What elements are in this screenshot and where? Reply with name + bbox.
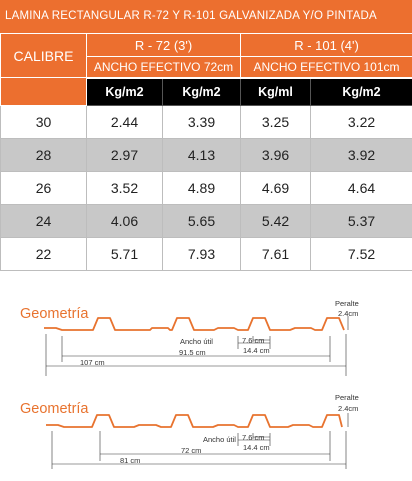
ancho-header-r72: ANCHO EFECTIVO 72cm <box>85 56 242 78</box>
value-cell: 4.69 <box>240 171 312 205</box>
unit-header: Kg/m2 <box>86 76 163 106</box>
dimension-total: 107 cm <box>80 358 105 367</box>
calibre-cell: 30 <box>0 105 87 139</box>
dimension-small-1: 7.6 cm <box>242 336 265 345</box>
dimension-mid: 91.5 cm <box>179 348 206 357</box>
value-cell: 3.22 <box>310 105 412 139</box>
peralte-value: 2.4cm <box>338 309 359 318</box>
geometry-diagram-r101: Geometría Peralte 2.4cm Ancho útil 7.6 c… <box>0 296 412 376</box>
calibre-cell: 24 <box>0 204 87 238</box>
value-cell: 5.37 <box>310 204 412 238</box>
value-cell: 7.52 <box>310 237 412 271</box>
value-cell: 5.65 <box>161 204 242 238</box>
value-cell: 3.52 <box>86 171 163 205</box>
spec-table: CALIBRE R - 72 (3') R - 101 (4') ANCHO E… <box>0 33 412 271</box>
table-row: 24 4.06 5.65 5.42 5.37 <box>0 204 412 238</box>
unit-header: Kg/m2 <box>161 76 242 106</box>
sheet-profile-drawing <box>46 413 349 469</box>
dimension-small-1: 7.6 cm <box>242 433 265 442</box>
value-cell: 3.92 <box>310 138 412 172</box>
value-cell: 7.61 <box>240 237 312 271</box>
value-cell: 2.97 <box>86 138 163 172</box>
dimension-small-2: 14.4 cm <box>243 443 270 452</box>
geometry-title: Geometría <box>20 306 89 322</box>
page-title: LAMINA RECTANGULAR R-72 Y R-101 GALVANIZ… <box>0 0 412 33</box>
value-cell: 4.13 <box>161 138 242 172</box>
peralte-label: Peralte <box>335 393 359 402</box>
value-cell: 4.06 <box>86 204 163 238</box>
value-cell: 2.44 <box>86 105 163 139</box>
ancho-util-label: Ancho útil <box>203 435 236 444</box>
value-cell: 4.64 <box>310 171 412 205</box>
table-row: 28 2.97 4.13 3.96 3.92 <box>0 138 412 172</box>
value-cell: 3.25 <box>240 105 312 139</box>
geometry-diagram-r72: Geometría Peralte 2.4cm Ancho útil 7.6 c… <box>0 391 412 471</box>
dimension-mid: 72 cm <box>181 446 202 455</box>
group-header-r72: R - 72 (3') <box>85 33 242 57</box>
calibre-cell: 28 <box>0 138 87 172</box>
value-cell: 5.71 <box>86 237 163 271</box>
table-row: 22 5.71 7.93 7.61 7.52 <box>0 237 412 271</box>
ancho-header-r101: ANCHO EFECTIVO 101cm <box>240 56 412 78</box>
value-cell: 7.93 <box>161 237 242 271</box>
peralte-value: 2.4cm <box>338 404 359 413</box>
value-cell: 4.89 <box>161 171 242 205</box>
unit-header-blank <box>0 77 87 106</box>
dimension-total: 81 cm <box>120 456 141 465</box>
value-cell: 3.96 <box>240 138 312 172</box>
dimension-small-2: 14.4 cm <box>243 346 270 355</box>
table-row: 30 2.44 3.39 3.25 3.22 <box>0 105 412 139</box>
geometry-title: Geometría <box>20 401 89 417</box>
table-row: 26 3.52 4.89 4.69 4.64 <box>0 171 412 205</box>
sheet-profile-drawing <box>44 316 349 376</box>
unit-header: Kg/ml <box>240 76 312 106</box>
value-cell: 3.39 <box>161 105 242 139</box>
calibre-cell: 22 <box>0 237 87 271</box>
group-header-r101: R - 101 (4') <box>240 33 412 57</box>
value-cell: 5.42 <box>240 204 312 238</box>
calibre-cell: 26 <box>0 171 87 205</box>
peralte-label: Peralte <box>335 299 359 308</box>
calibre-header: CALIBRE <box>0 33 87 78</box>
ancho-util-label: Ancho útil <box>180 337 213 346</box>
unit-header: Kg/m2 <box>310 76 412 106</box>
